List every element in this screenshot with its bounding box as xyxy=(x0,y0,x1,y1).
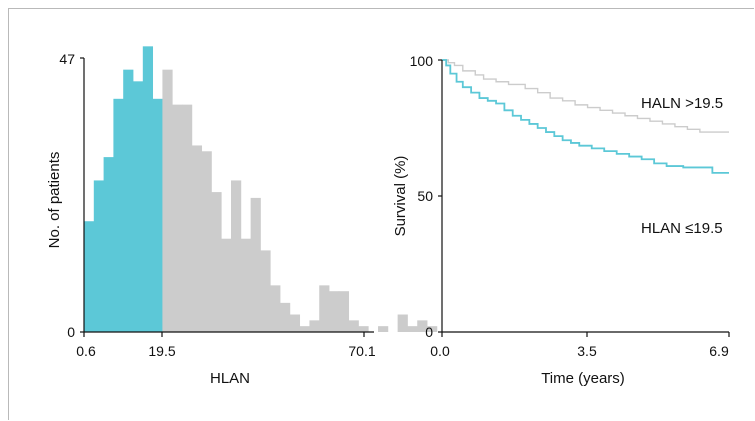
histogram-bar-high xyxy=(397,314,408,332)
survival-xtick-label-1: 0.0 xyxy=(430,343,450,359)
histogram-panel: 47 0 0.6 19.5 70.1 HLAN No. of patients xyxy=(46,46,438,387)
histogram-bar-high xyxy=(417,320,428,332)
histogram-bar-high xyxy=(221,238,232,332)
series-label-low: HLAN ≤19.5 xyxy=(641,220,723,237)
histogram-bar-high xyxy=(250,197,261,332)
histogram-bar-low xyxy=(103,157,114,332)
histogram-bar-high xyxy=(280,302,291,332)
histogram-bar-high xyxy=(162,69,173,332)
histogram-bar-high xyxy=(231,180,242,332)
histogram-y-axis-label: No. of patients xyxy=(46,152,63,249)
histogram-bar-high xyxy=(211,192,222,332)
histogram-bar-high xyxy=(270,285,281,332)
figure-frame xyxy=(8,8,754,420)
histogram-bar-low xyxy=(93,180,104,332)
histogram-bar-high xyxy=(319,285,330,332)
survival-ytick-label-50: 50 xyxy=(417,188,433,204)
histogram-bar-high xyxy=(407,326,418,332)
survival-y-axis-label: Survival (%) xyxy=(392,156,409,237)
histogram-bar-low xyxy=(113,98,124,332)
histogram-bar-high xyxy=(201,151,212,332)
histogram-bar-low xyxy=(133,81,144,332)
histogram-bar-high xyxy=(191,145,203,332)
histogram-bar-high xyxy=(358,326,369,332)
histogram-bar-high xyxy=(260,250,271,332)
histogram-bar-high xyxy=(348,320,359,332)
histogram-bars xyxy=(84,46,438,333)
survival-line-low xyxy=(442,59,729,174)
histogram-xtick-label-2: 19.5 xyxy=(148,343,175,359)
survival-panel: 100 50 0 0.0 3.5 6.9 Time (years) Surviv… xyxy=(392,53,730,387)
histogram-xtick-label-1: 0.6 xyxy=(76,343,96,359)
survival-ytick-label-100: 100 xyxy=(410,53,434,69)
histogram-bar-low xyxy=(123,69,134,332)
histogram-ytick-label-bottom: 0 xyxy=(67,324,75,340)
histogram-bar-low xyxy=(152,98,163,332)
histogram-bar-high xyxy=(427,326,438,332)
histogram-bar-high xyxy=(240,238,252,332)
histogram-bar-high xyxy=(182,104,193,332)
histogram-bar-high xyxy=(378,326,389,332)
histogram-xtick-label-3: 70.1 xyxy=(348,343,375,359)
histogram-bar-high xyxy=(338,291,350,332)
histogram-bar-high xyxy=(299,326,310,332)
survival-xtick-label-3: 6.9 xyxy=(709,343,729,359)
histogram-bar-high xyxy=(329,291,340,332)
histogram-ytick-label-top: 47 xyxy=(59,51,75,67)
histogram-bar-low xyxy=(142,46,154,333)
histogram-bar-high xyxy=(289,314,301,332)
histogram-bar-low xyxy=(84,221,95,332)
histogram-x-axis-label: HLAN xyxy=(210,370,250,387)
histogram-bar-high xyxy=(309,320,320,332)
survival-xtick-label-2: 3.5 xyxy=(577,343,597,359)
survival-line-high xyxy=(442,59,729,133)
series-label-high: HALN >19.5 xyxy=(641,95,723,112)
survival-x-axis-label: Time (years) xyxy=(541,370,625,387)
survival-curves xyxy=(442,59,729,174)
survival-ytick-label-0: 0 xyxy=(425,324,433,340)
histogram-bar-high xyxy=(172,104,183,332)
